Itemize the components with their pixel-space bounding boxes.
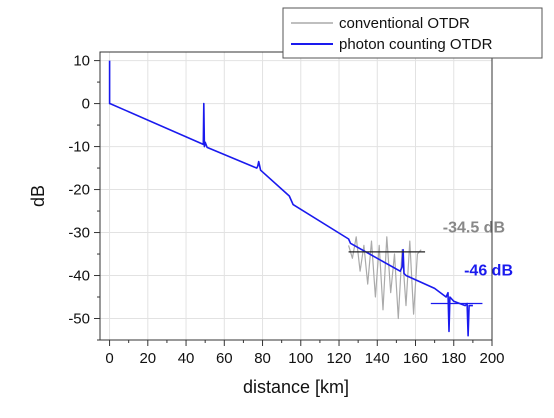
x-tick-label: 0 [105, 350, 113, 367]
y-tick-label: 10 [73, 53, 90, 70]
grid [100, 52, 493, 340]
x-tick-label: 100 [288, 350, 313, 367]
y-axis-title: dB [28, 185, 48, 207]
x-tick-label: 20 [139, 350, 156, 367]
y-tick-label: -10 [68, 139, 90, 156]
x-axis-title: distance [km] [243, 377, 349, 397]
x-tick-label: 80 [254, 350, 271, 367]
annotation-label-0: -34.5 dB [443, 220, 505, 237]
y-tick-label: 0 [82, 96, 90, 113]
x-tick-label: 160 [403, 350, 428, 367]
y-tick-label: -20 [68, 182, 90, 199]
axes: 0 20 40 60 80 100 120 140 160 180 200100-10-20-30-… [28, 51, 505, 397]
series-photon-counting-otdr [108, 60, 473, 337]
legend-box [282, 7, 543, 59]
y-tick-label: -30 [68, 225, 90, 242]
annotations: -34.5 dB -46 dB [348, 220, 513, 305]
x-tick-label: 200 [479, 350, 504, 367]
x-tick-label: 40 [178, 350, 195, 367]
x-tick-label: 140 [365, 350, 390, 367]
x-tick-label: 120 [327, 350, 352, 367]
y-tick-label: -50 [68, 311, 90, 328]
plot-series [108, 60, 473, 337]
legend-label: photon counting OTDR [339, 36, 493, 53]
legend: conventional OTDR photon counting OTDR [282, 7, 543, 59]
x-tick-label: 180 [441, 350, 466, 367]
legend-label: conventional OTDR [339, 15, 470, 32]
y-tick-label: -40 [68, 268, 90, 285]
x-tick-label: 60 [216, 350, 233, 367]
plot-frame [99, 51, 493, 341]
annotation-label-1: -46 dB [464, 263, 513, 280]
